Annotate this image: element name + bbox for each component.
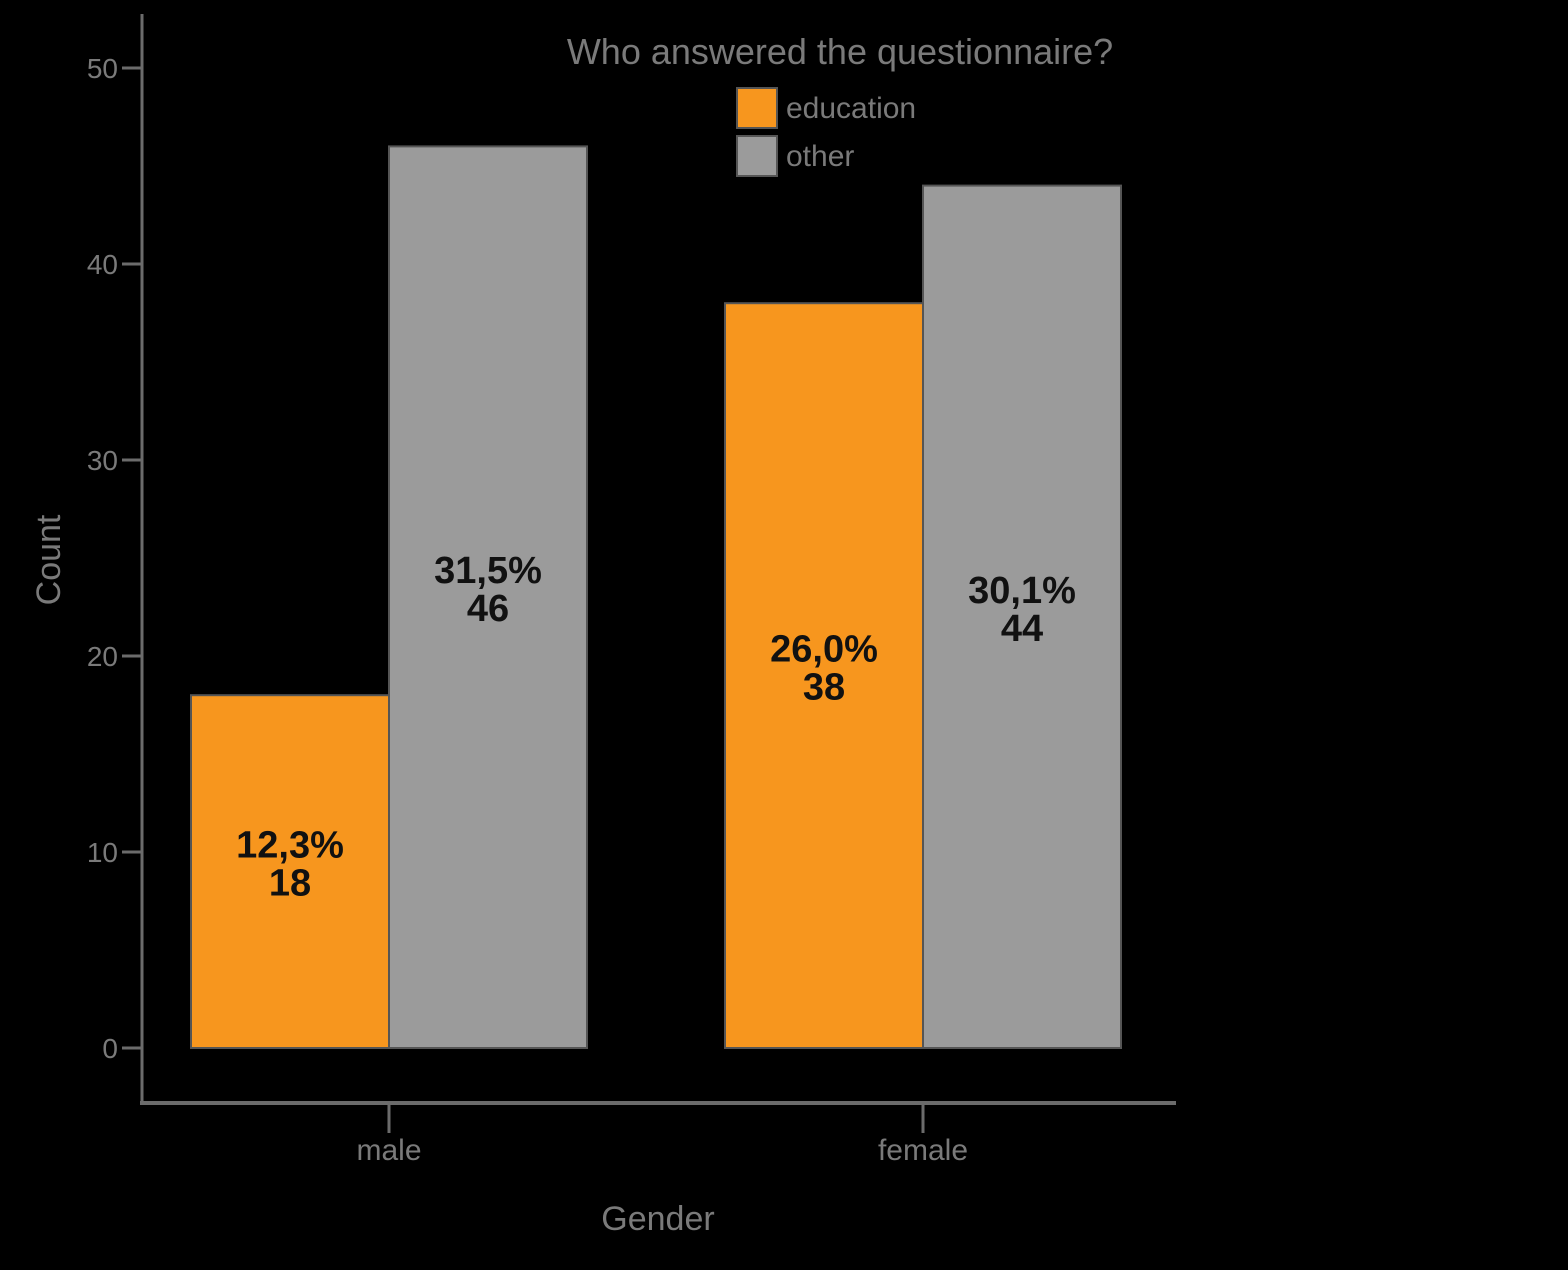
legend-swatch	[736, 135, 778, 177]
bar-percent-label: 31,5%	[434, 550, 542, 592]
bar-count-label: 38	[803, 667, 845, 709]
bar-count-label: 18	[269, 863, 311, 905]
bar	[388, 145, 588, 1049]
x-axis-title: Gender	[601, 1200, 714, 1238]
x-axis: male female	[140, 1101, 1176, 1167]
legend-label: other	[786, 140, 854, 173]
x-category-label: female	[878, 1134, 968, 1167]
legend: education other	[736, 87, 916, 177]
bar-percent-label: 26,0%	[770, 629, 878, 671]
bar	[922, 184, 1122, 1050]
y-tick-label: 20	[87, 641, 118, 672]
bar-count-label: 46	[467, 588, 509, 630]
y-tick-label: 30	[87, 445, 118, 476]
y-tick-label: 50	[87, 53, 118, 84]
x-category-label: male	[356, 1134, 421, 1167]
legend-label: education	[786, 92, 916, 125]
y-axis: 0 10 20 30 40 50	[87, 14, 144, 1103]
legend-title: Who answered the questionnaire?	[567, 31, 1113, 72]
bar	[724, 302, 924, 1049]
bar-percent-label: 12,3%	[236, 825, 344, 867]
bar-count-label: 44	[1001, 608, 1043, 650]
bar	[190, 694, 390, 1049]
legend-swatch	[736, 87, 778, 129]
y-axis-title: Count	[30, 514, 68, 605]
y-tick-label: 10	[87, 837, 118, 868]
bar-percent-label: 30,1%	[968, 570, 1076, 612]
bars: 12,3%18 31,5%46 26,0%38 30,1%44	[190, 145, 1122, 1050]
y-tick-label: 40	[87, 249, 118, 280]
y-tick-label: 0	[102, 1033, 118, 1064]
